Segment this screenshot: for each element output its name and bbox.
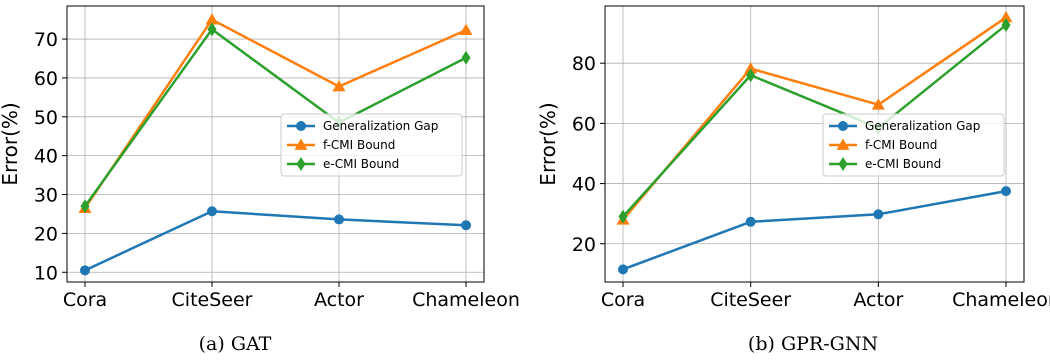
y-tick-label: 40 (572, 174, 596, 196)
y-tick-label: 20 (34, 223, 58, 245)
legend-label: Generalization Gap (323, 119, 438, 133)
data-point-2-3 (871, 98, 885, 110)
series-line-3 (83, 28, 467, 207)
x-tick-label: Chameleon (412, 289, 520, 311)
x-tick-label: Actor (853, 289, 903, 311)
y-tick-label: 60 (34, 68, 58, 90)
legend-label: f-CMI Bound (323, 138, 395, 152)
data-point-1-2 (207, 206, 217, 217)
data-point-1-1 (80, 265, 90, 276)
data-point-2-3 (332, 79, 346, 92)
x-tick-label: Chameleon (952, 289, 1050, 311)
x-tick-label: Actor (314, 289, 364, 311)
legend: Generalization Gap f-CMI Bound e-CMI Bound (280, 113, 463, 177)
legend-marker (836, 138, 850, 150)
y-tick-label: 40 (34, 146, 58, 168)
data-point-3-1 (618, 209, 628, 224)
y-tick-label: 50 (34, 107, 58, 129)
series-line-1 (622, 189, 1007, 271)
subfigure-caption: (b) GPR-GNN (748, 333, 878, 355)
data-point-1-4 (1001, 186, 1011, 197)
legend: Generalization Gap f-CMI Bound e-CMI Bound (822, 113, 1005, 177)
chart-panel-2: Cora CiteSeer Actor Chameleon 20 40 60 80 Error(… (536, 5, 1050, 355)
y-tick-label: 60 (572, 113, 596, 135)
y-axis-label: Error(%) (536, 102, 560, 185)
y-tick-label: 10 (34, 262, 58, 284)
y-tick-label: 70 (34, 29, 58, 51)
y-axis-label: Error(%) (0, 102, 22, 185)
data-point-1-1 (618, 264, 628, 275)
legend-marker (294, 138, 308, 150)
legend-box (822, 113, 1005, 177)
legend-label: e-CMI Bound (323, 157, 399, 171)
legend-marker (296, 121, 306, 131)
legend-marker (296, 157, 306, 171)
x-tick-label: Cora (601, 289, 645, 311)
series-line-3 (622, 23, 1007, 218)
y-tick-label: 80 (572, 53, 596, 75)
series-line-1 (84, 210, 467, 272)
legend-marker (838, 157, 848, 171)
series-line-2 (83, 18, 467, 209)
data-point-3-2 (207, 22, 217, 37)
data-point-2-4 (459, 23, 473, 35)
chart-panel-1: Cora CiteSeer Actor Chameleon 10 20 30 40 50 60 70… (0, 5, 520, 355)
data-point-2-4 (999, 10, 1013, 23)
x-tick-label: CiteSeer (710, 289, 791, 311)
legend-label: Generalization Gap (865, 119, 980, 133)
data-point-3-4 (461, 50, 471, 65)
plot-frame (604, 5, 1025, 283)
data-point-1-3 (334, 214, 344, 225)
x-tick-label: CiteSeer (172, 289, 253, 311)
legend-box (280, 113, 463, 177)
data-point-2-2 (744, 62, 758, 74)
y-tick-label: 20 (572, 234, 596, 256)
plot-frame (66, 5, 485, 283)
data-point-3-2 (746, 68, 756, 83)
data-point-1-2 (745, 216, 756, 227)
data-point-1-3 (873, 209, 884, 220)
data-point-1-4 (461, 220, 471, 231)
data-point-3-1 (80, 199, 90, 214)
x-tick-label: Cora (63, 289, 107, 311)
legend-label: e-CMI Bound (865, 157, 941, 171)
subfigure-caption: (a) GAT (199, 333, 272, 355)
legend-label: f-CMI Bound (865, 138, 937, 152)
legend-marker (838, 121, 848, 131)
y-tick-label: 30 (34, 185, 58, 207)
data-point-2-2 (205, 13, 219, 25)
data-point-3-4 (1001, 17, 1011, 32)
